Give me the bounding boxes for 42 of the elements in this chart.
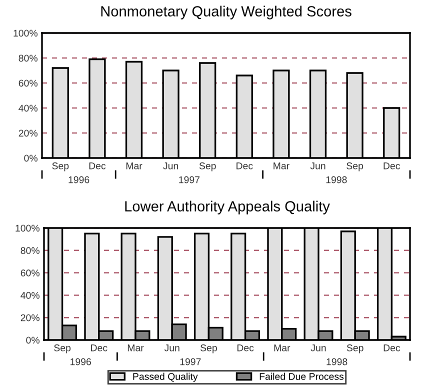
y-tick-label: 40% bbox=[18, 104, 38, 112]
text: 1998 bbox=[326, 176, 347, 184]
x-tick-label: Dec bbox=[91, 344, 108, 352]
y-tick-label: 60% bbox=[20, 270, 40, 276]
x-tick-label: Sep bbox=[54, 344, 71, 354]
x-tick-label: Jun bbox=[310, 162, 326, 170]
y-tick-label: 0% bbox=[24, 154, 38, 162]
x-tick-label: Sep bbox=[200, 344, 217, 354]
y-tick-label: 100% bbox=[16, 224, 40, 232]
x-tick-label: Mar bbox=[274, 344, 290, 352]
x-tick-label: Dec bbox=[384, 162, 400, 170]
text: 1998 bbox=[326, 358, 348, 366]
x-tick-label: Dec bbox=[384, 344, 400, 352]
x-tick-label: Mar bbox=[126, 162, 142, 170]
x-tick-label: Sep bbox=[346, 344, 364, 354]
x-tick-label: Dec bbox=[237, 344, 254, 352]
text: 1996 bbox=[68, 176, 90, 184]
x-tick-label: Sep bbox=[199, 162, 216, 172]
y-tick-label: 20% bbox=[18, 130, 38, 137]
x-tick-label: Mar bbox=[128, 344, 144, 352]
legend-label: Failed Due Process bbox=[260, 372, 344, 380]
y-tick-label: 80% bbox=[20, 247, 40, 254]
text: 1997 bbox=[180, 358, 201, 366]
y-tick-label: 100% bbox=[14, 30, 38, 37]
x-tick-label: Sep bbox=[346, 162, 364, 172]
y-tick-label: 20% bbox=[20, 314, 40, 322]
y-tick-label: 80% bbox=[18, 54, 38, 62]
x-tick-label: Sep bbox=[52, 162, 69, 172]
x-tick-label: Jun bbox=[163, 162, 178, 170]
x-tick-label: Mar bbox=[274, 162, 290, 170]
x-tick-label: Jun bbox=[310, 344, 326, 352]
x-tick-label: Dec bbox=[236, 162, 253, 170]
chart-title: Nonmonetary Quality Weighted Scores bbox=[101, 6, 352, 20]
x-tick-label: Jun bbox=[164, 344, 180, 352]
text: 1997 bbox=[179, 176, 200, 184]
y-tick-label: 60% bbox=[18, 80, 38, 87]
y-tick-label: 0% bbox=[26, 336, 40, 344]
legend-label: Passed Quality bbox=[133, 372, 198, 382]
chart-title: Lower Authority Appeals Quality bbox=[125, 200, 330, 214]
y-tick-label: 40% bbox=[20, 292, 40, 299]
text: 1996 bbox=[70, 358, 91, 366]
x-tick-label: Dec bbox=[89, 162, 106, 170]
